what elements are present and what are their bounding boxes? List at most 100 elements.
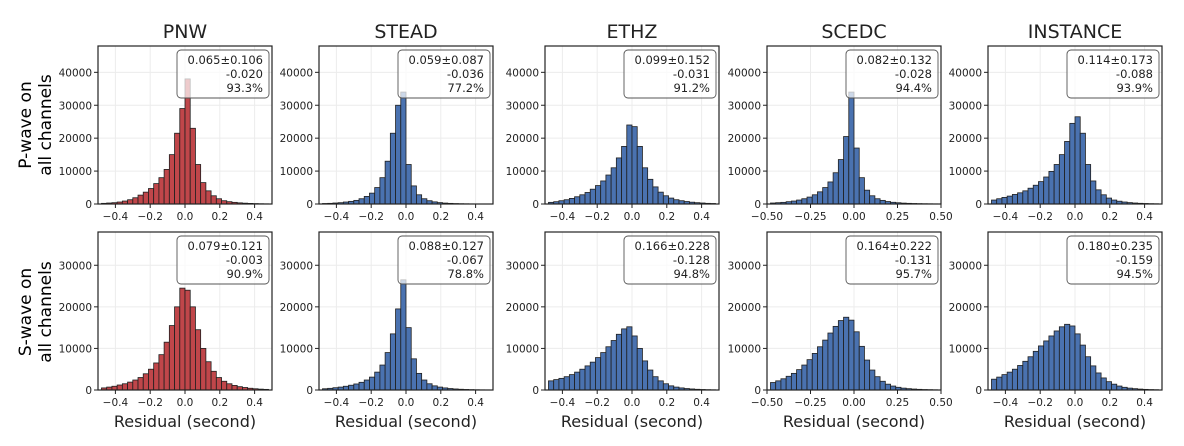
x-tick-label: −0.4 (103, 397, 129, 409)
histogram-bar (179, 108, 186, 205)
histogram-bar (869, 369, 876, 391)
histogram-bar (400, 91, 407, 205)
x-tick-label: 0.00 (842, 397, 865, 409)
y-tick-label: 20000 (280, 302, 313, 314)
x-tick-label: −0.2 (584, 211, 610, 223)
stats-line: 0.099±0.152 (635, 53, 710, 67)
x-tick-label: −0.25 (794, 211, 826, 223)
stats-line: 0.088±0.127 (409, 239, 484, 253)
stats-line: 0.059±0.087 (409, 53, 484, 67)
histogram-bar (379, 364, 386, 391)
y-tick-label: 30000 (59, 260, 92, 272)
x-tick-label: −0.4 (550, 397, 576, 409)
histogram-bar (416, 194, 423, 205)
histogram-bar (405, 164, 412, 205)
y-tick-label: 30000 (728, 100, 761, 112)
histogram-bar (579, 368, 586, 391)
x-tick-label: −0.2 (1027, 397, 1053, 409)
y-tick-label: 0 (306, 199, 313, 211)
histogram-bar (869, 195, 876, 205)
histogram-bar (991, 378, 998, 391)
histogram-bar (1085, 356, 1092, 391)
histogram-bar (1048, 171, 1055, 205)
histogram-bar (400, 279, 407, 391)
histogram-bar (410, 185, 417, 205)
histogram-bar (1053, 164, 1060, 205)
histogram-bar (1011, 368, 1018, 391)
x-axis-label: Residual (second) (1004, 412, 1146, 431)
stats-line: 0.082±0.132 (857, 53, 932, 67)
panel-s-stead: −0.4 −0.2 0.0 0.2 0.4 0 10000 20000 30000 0.088±0… (280, 231, 494, 431)
x-tick-label: −0.4 (103, 211, 129, 223)
y-tick-label: 20000 (506, 302, 539, 314)
histogram-bar (1027, 187, 1034, 205)
histogram-bar (1085, 164, 1092, 205)
x-tick-label: 0.4 (693, 397, 710, 409)
x-tick-label: −0.4 (324, 211, 350, 223)
y-tick-label: 10000 (59, 166, 92, 178)
x-tick-label: −0.2 (1027, 211, 1053, 223)
histogram-bar (168, 325, 175, 391)
stats-box-frame (176, 235, 270, 285)
y-tick-label: 0 (532, 385, 539, 397)
histogram-bar (626, 124, 633, 205)
histogram-bar (574, 196, 581, 205)
histogram-bar (210, 195, 217, 205)
histogram-bar (1011, 194, 1018, 205)
histogram-bar (615, 333, 622, 391)
histogram-bar (568, 374, 575, 391)
y-tick-label: 20000 (728, 302, 761, 314)
panel-p-instance: −0.4 −0.2 0.0 0.2 0.4 0 10000 20000 30000 40000 IN… (949, 21, 1163, 223)
histogram-bar (416, 372, 423, 391)
stats-line: -0.067 (447, 253, 484, 267)
x-tick-label: 0.0 (398, 397, 415, 409)
stats-line: -0.020 (226, 67, 263, 81)
histogram-bar (189, 306, 196, 391)
histogram-bar (1100, 377, 1107, 391)
histogram-bar (1069, 122, 1076, 205)
histogram-bar (668, 197, 675, 205)
histogram-bar (657, 191, 664, 205)
stats-box-frame (845, 235, 939, 285)
x-axis-label: Residual (second) (114, 412, 256, 431)
histogram-bar (626, 326, 633, 391)
x-tick-label: −0.4 (324, 397, 350, 409)
stats-box-frame (623, 49, 717, 99)
histogram-bar (584, 192, 591, 205)
histogram-bar (358, 381, 365, 391)
histogram-bar (1105, 197, 1112, 205)
histogram-bar (605, 346, 612, 391)
x-tick-label: 0.2 (1101, 211, 1118, 223)
histogram-bar (369, 192, 376, 205)
y-tick-label: 20000 (506, 133, 539, 145)
y-tick-label: 10000 (506, 343, 539, 355)
histogram-bar (121, 383, 128, 391)
histogram-bar (796, 369, 803, 391)
histogram-bar (127, 381, 134, 391)
histogram-bar (584, 365, 591, 391)
histogram-bar (853, 331, 860, 391)
y-tick-label: 0 (306, 385, 313, 397)
panel-p-scedc: −0.50 −0.25 0.00 0.25 0.50 0 10000 20000 30000 40… (728, 21, 953, 223)
histogram-bar (568, 198, 575, 205)
histogram-bar (410, 358, 417, 391)
histogram-bar (858, 177, 865, 205)
x-tick-label: −0.4 (993, 211, 1019, 223)
y-tick-label: 10000 (728, 343, 761, 355)
y-tick-label: 30000 (949, 100, 982, 112)
histogram-bar (652, 186, 659, 205)
x-tick-label: −0.50 (751, 397, 783, 409)
panel-title: INSTANCE (1028, 21, 1123, 43)
x-tick-label: −0.25 (794, 397, 826, 409)
panel-title: ETHZ (607, 21, 658, 43)
histogram-bar (843, 316, 850, 391)
y-tick-label: 10000 (949, 343, 982, 355)
x-tick-label: 0.2 (432, 397, 449, 409)
histogram-bar (1074, 116, 1081, 205)
histogram-bar (1095, 372, 1102, 391)
histogram-bar (395, 104, 402, 205)
